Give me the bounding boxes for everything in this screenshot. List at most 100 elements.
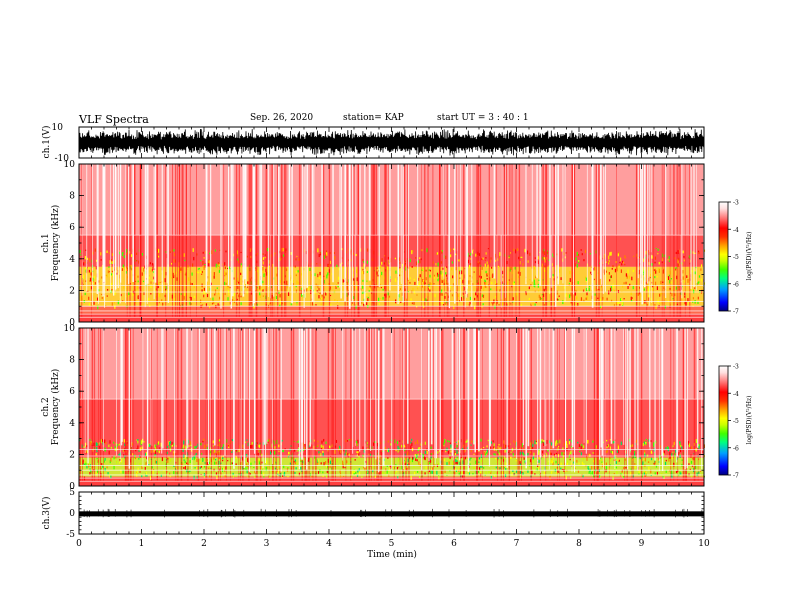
spectrogram-speckle — [110, 264, 112, 267]
spectrogram-speckle — [543, 251, 546, 256]
spectrogram-speckle — [419, 260, 421, 264]
spectrogram-speckle — [698, 275, 701, 278]
spectrogram-speckle — [363, 271, 365, 275]
spectrogram-speckle — [154, 456, 156, 459]
spectrogram-speckle — [642, 442, 645, 447]
spectrogram-speckle — [574, 466, 576, 469]
spectrogram-speckle — [250, 444, 252, 449]
spectrogram-speckle — [697, 281, 699, 285]
spectrogram-speckle — [498, 444, 500, 446]
spectrogram-speckle — [513, 456, 516, 458]
spectrogram-speckle — [556, 439, 558, 443]
spectrogram-speckle — [535, 301, 537, 304]
spectrogram-speckle — [553, 453, 556, 457]
spectrogram-speckle — [372, 470, 374, 473]
spectrogram-speckle — [115, 461, 118, 464]
spectrogram-speckle — [109, 260, 111, 264]
spectrogram-speckle — [668, 469, 671, 472]
y-tick-label: 6 — [69, 387, 75, 397]
spectrogram-speckle — [96, 457, 98, 460]
spectrogram-speckle — [118, 443, 120, 446]
spectrogram-speckle — [451, 261, 454, 264]
spectrogram-speckle — [181, 447, 183, 450]
spectrogram-speckle — [218, 269, 221, 273]
spectrogram-speckle — [552, 462, 554, 466]
spectrogram-speckle — [319, 271, 321, 276]
spectrogram-speckle — [417, 277, 420, 281]
spectrogram-speckle — [522, 452, 525, 456]
spectrogram-speckle — [334, 299, 336, 302]
spectrogram-speckle — [617, 449, 619, 454]
x-tick-label: 8 — [576, 539, 582, 549]
spectrogram-speckle — [605, 450, 607, 454]
spectrogram-speckle — [534, 440, 536, 445]
spectrogram-speckle — [320, 444, 322, 448]
spectrogram-speckle — [204, 263, 206, 268]
spectrogram-speckle — [406, 463, 408, 466]
spectrogram-speckle — [550, 446, 552, 451]
spectrogram-speckle — [358, 452, 360, 456]
spectrogram-speckle — [315, 283, 317, 287]
spectrogram-speckle — [508, 279, 510, 281]
spectrogram-speckle — [206, 293, 209, 298]
spectrogram-speckle — [535, 274, 537, 278]
spectrogram-speckle — [399, 268, 401, 271]
spectrogram-speckle — [342, 266, 344, 268]
spectrogram-speckle — [524, 454, 526, 456]
spectrogram-speckle — [400, 301, 402, 304]
spectrogram-speckle — [570, 452, 573, 455]
spectrogram-speckle — [478, 457, 481, 460]
spectrogram-speckle — [200, 465, 202, 468]
spectrogram-speckle — [246, 286, 248, 288]
spectrogram-speckle — [184, 273, 186, 276]
spectrogram-speckle — [421, 284, 424, 288]
spectrogram-speckle — [317, 463, 320, 465]
spectrogram-speckle — [487, 463, 489, 466]
spectrogram-speckle — [217, 262, 220, 266]
spectrogram-speckle — [352, 252, 354, 255]
spectrogram-speckle — [441, 280, 444, 284]
spectrogram-speckle — [224, 292, 226, 296]
spectrogram-speckle — [546, 251, 549, 254]
spectrogram-speckle — [494, 453, 496, 457]
spectrogram-speckle — [487, 439, 489, 442]
spectrogram-speckle — [696, 472, 698, 476]
spectrogram-speckle — [169, 445, 171, 449]
spectrogram-speckle — [414, 281, 416, 285]
spectrogram-speckle — [110, 273, 112, 276]
spectrogram-speckle — [473, 271, 475, 273]
spectrogram-speckle — [411, 302, 413, 305]
spectrogram-speckle — [134, 300, 137, 304]
spectrogram-speckle — [207, 262, 209, 267]
spectrogram-speckle — [481, 258, 483, 261]
spectrogram-speckle — [569, 294, 571, 298]
spectrogram-speckle — [558, 446, 560, 448]
spectrogram-speckle — [207, 259, 209, 264]
spectrogram-speckle — [277, 454, 279, 456]
spectrogram-speckle — [442, 304, 445, 306]
spectrogram-speckle — [497, 449, 499, 454]
spectrogram-speckle — [266, 466, 268, 469]
spectrogram-speckle — [565, 293, 567, 298]
spectrogram-speckle — [508, 255, 510, 259]
spectrogram-speckle — [657, 248, 659, 251]
spectrogram-speckle — [274, 467, 277, 470]
spectrogram-speckle — [445, 291, 447, 294]
spectrogram-speckle — [681, 446, 683, 450]
spectrogram-speckle — [671, 476, 673, 479]
spectrogram-speckle — [534, 303, 536, 306]
spectrogram-speckle — [669, 455, 671, 459]
spectrogram-speckle — [576, 251, 578, 256]
spectrogram-speckle — [190, 302, 192, 306]
spectrogram-speckle — [589, 253, 591, 255]
spectrogram-speckle — [169, 472, 171, 475]
spectrogram-speckle — [398, 293, 400, 298]
ch1-ytick-label-top: 10 — [52, 123, 64, 133]
spectrogram-speckle — [80, 296, 82, 300]
spectrogram-speckle — [538, 450, 541, 453]
spectrogram-speckle — [443, 442, 445, 446]
spectrogram-speckle — [167, 460, 169, 464]
spectrogram-speckle — [262, 270, 264, 274]
spectrogram-speckle — [342, 475, 345, 477]
spectrogram-speckle — [395, 270, 397, 274]
